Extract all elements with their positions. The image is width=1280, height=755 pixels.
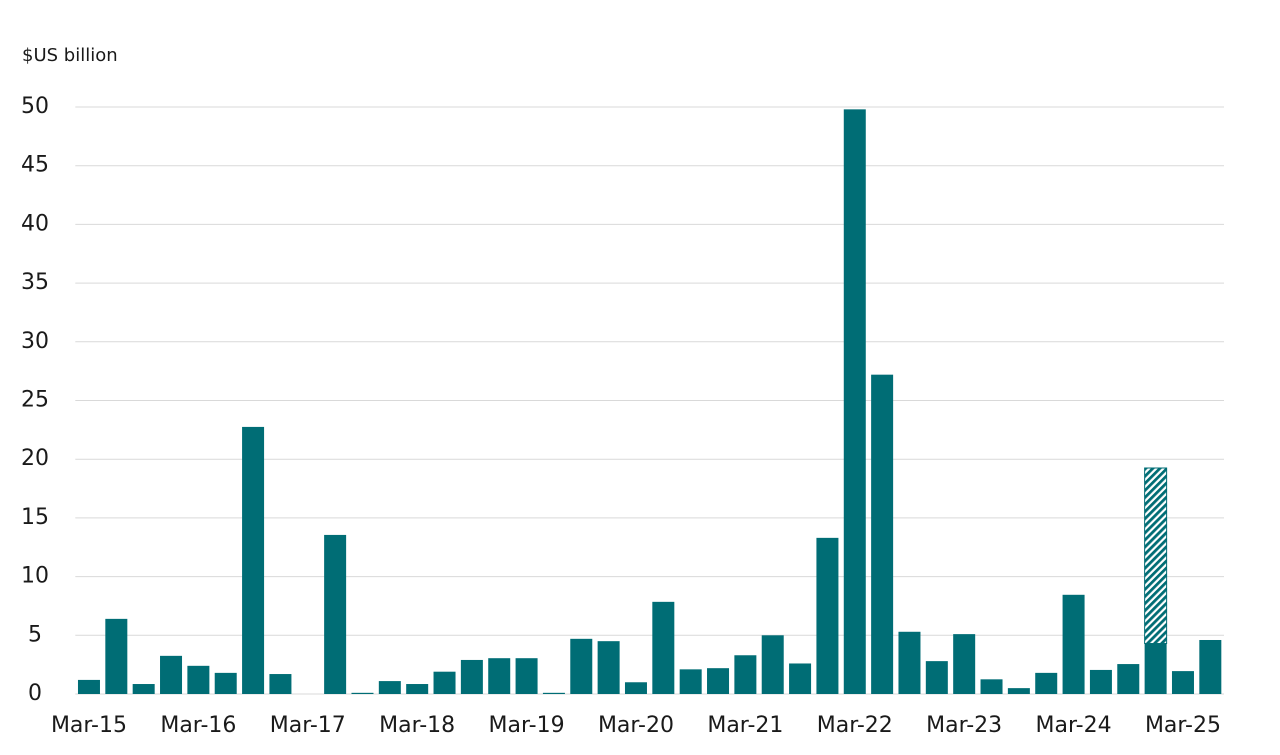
bar bbox=[1089, 669, 1112, 694]
bar bbox=[679, 669, 702, 694]
bar bbox=[460, 659, 483, 694]
y-tick-label: 50 bbox=[21, 94, 49, 119]
y-tick-label: 45 bbox=[21, 153, 49, 178]
x-tick-label: Mar-16 bbox=[160, 713, 236, 738]
bar bbox=[925, 661, 948, 694]
bar bbox=[761, 635, 784, 694]
bar bbox=[542, 692, 565, 694]
x-tick-label: Mar-17 bbox=[270, 713, 346, 738]
bar bbox=[953, 634, 976, 694]
x-tick-label: Mar-18 bbox=[379, 713, 455, 738]
bar bbox=[980, 679, 1003, 694]
bar bbox=[789, 663, 812, 694]
bar bbox=[351, 692, 374, 694]
bar bbox=[324, 534, 347, 694]
bar bbox=[77, 679, 100, 694]
y-tick-label: 30 bbox=[21, 329, 49, 354]
bar bbox=[187, 665, 210, 694]
bar bbox=[1007, 688, 1030, 694]
bar bbox=[1035, 672, 1058, 694]
y-tick-label: 15 bbox=[21, 505, 49, 530]
x-tick-label: Mar-24 bbox=[1036, 713, 1112, 738]
bar bbox=[1144, 643, 1167, 694]
bar bbox=[160, 655, 183, 694]
bar bbox=[132, 684, 155, 694]
y-tick-label: 5 bbox=[28, 622, 42, 647]
bar bbox=[624, 682, 647, 694]
bar bbox=[570, 638, 593, 694]
bar bbox=[1199, 639, 1222, 694]
x-tick-label: Mar-15 bbox=[51, 713, 127, 738]
y-axis-unit: $US billion bbox=[22, 45, 118, 66]
y-tick-label: 40 bbox=[21, 211, 49, 236]
bar bbox=[515, 658, 538, 694]
bar bbox=[488, 658, 511, 694]
bar bbox=[1117, 664, 1140, 694]
y-tick-label: 0 bbox=[28, 681, 42, 706]
bar bbox=[269, 674, 292, 694]
bar bbox=[843, 109, 866, 694]
bar bbox=[734, 655, 757, 694]
bar bbox=[898, 631, 921, 694]
bar bbox=[1171, 671, 1194, 694]
bar bbox=[597, 641, 620, 694]
y-tick-label: 20 bbox=[21, 446, 49, 471]
bar bbox=[816, 537, 839, 694]
x-tick-label: Mar-23 bbox=[926, 713, 1002, 738]
y-tick-label: 35 bbox=[21, 270, 49, 295]
y-tick-label: 25 bbox=[21, 388, 49, 413]
x-tick-label: Mar-20 bbox=[598, 713, 674, 738]
bar bbox=[242, 426, 265, 694]
bar bbox=[871, 374, 894, 694]
bar bbox=[406, 684, 429, 694]
x-tick-label: Mar-22 bbox=[817, 713, 893, 738]
x-tick-label: Mar-19 bbox=[489, 713, 565, 738]
bar bbox=[1062, 594, 1085, 694]
bar-hatched bbox=[1144, 467, 1168, 645]
y-tick-label: 10 bbox=[21, 564, 49, 589]
bar bbox=[433, 671, 456, 694]
x-tick-label: Mar-25 bbox=[1145, 713, 1221, 738]
bar bbox=[652, 601, 675, 694]
bar bbox=[707, 668, 730, 694]
bar bbox=[105, 618, 128, 694]
bar bbox=[214, 672, 237, 694]
x-tick-label: Mar-21 bbox=[707, 713, 783, 738]
bar bbox=[378, 681, 401, 694]
